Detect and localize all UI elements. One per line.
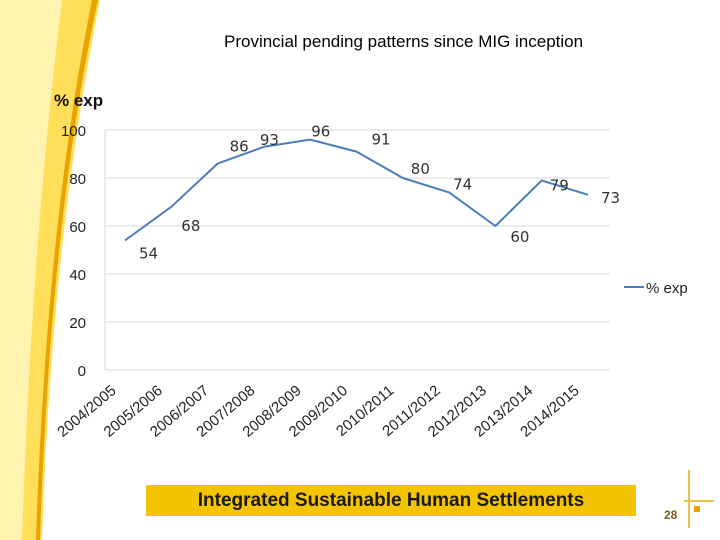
- line-chart: 0204060801002004/20052005/20062006/20072…: [54, 123, 688, 441]
- data-label: 68: [181, 217, 200, 235]
- data-label: 93: [260, 131, 279, 149]
- y-tick-label: 0: [78, 363, 86, 380]
- swoosh-mid: [22, 0, 100, 540]
- legend-entry: % exp: [646, 280, 688, 297]
- data-label: 86: [230, 138, 249, 156]
- y-tick-label: 80: [69, 171, 86, 188]
- data-label: 73: [601, 189, 620, 207]
- series-line-exp: [124, 138, 589, 242]
- footer-banner: Integrated Sustainable Human Settlements: [146, 485, 636, 516]
- y-tick-label: 40: [69, 267, 86, 284]
- data-label: 74: [453, 175, 472, 193]
- data-label: 60: [510, 228, 529, 246]
- y-axis-label: % exp: [54, 91, 104, 110]
- y-tick-label: 60: [69, 219, 86, 236]
- data-label: 54: [139, 244, 158, 262]
- y-tick-label: 100: [61, 123, 86, 140]
- footer-text: Integrated Sustainable Human Settlements: [197, 489, 585, 511]
- y-tick-label: 20: [69, 315, 86, 332]
- slide-title: Provincial pending patterns since MIG in…: [224, 32, 584, 51]
- corner-decoration: [684, 470, 714, 528]
- data-label: 79: [550, 176, 569, 194]
- data-label: 91: [372, 131, 391, 149]
- page-number: 28: [664, 508, 678, 522]
- data-label: 80: [411, 160, 430, 178]
- data-label: 96: [311, 123, 330, 141]
